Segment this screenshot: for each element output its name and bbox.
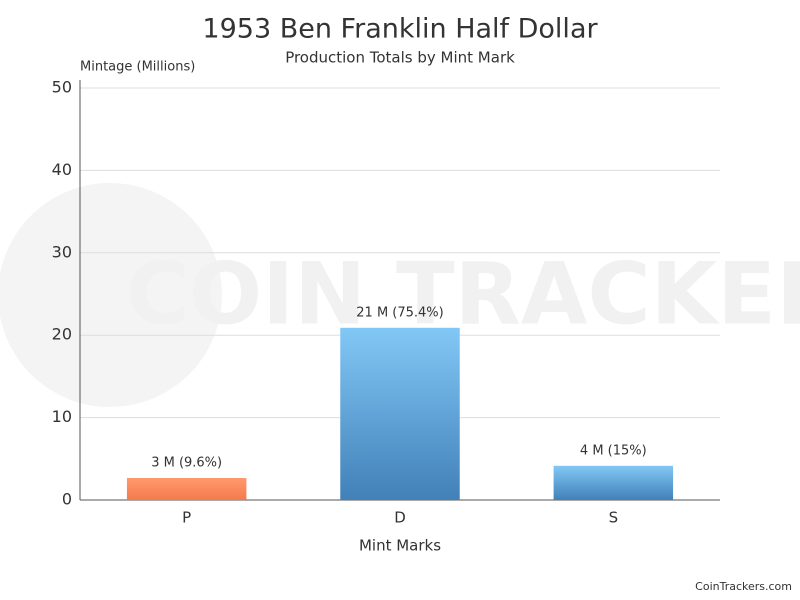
data-label: 4 M (15%) [580, 443, 647, 458]
y-tick-label: 20 [52, 325, 72, 344]
y-axis-label: Mintage (Millions) [80, 60, 195, 75]
x-tick-label: P [182, 509, 191, 527]
y-tick-label: 50 [52, 78, 72, 97]
bar [340, 328, 459, 500]
bar [554, 466, 673, 500]
x-axis-label: Mint Marks [359, 537, 441, 555]
bar [127, 478, 246, 500]
data-label: 3 M (9.6%) [151, 455, 222, 470]
y-tick-label: 0 [62, 490, 72, 509]
x-tick-label: D [394, 509, 406, 527]
y-tick-label: 30 [52, 242, 72, 261]
watermark: COIN TRACKERS [126, 244, 800, 344]
y-tick-label: 40 [52, 160, 72, 179]
credit: CoinTrackers.com [695, 580, 792, 593]
chart-title: 1953 Ben Franklin Half Dollar [202, 14, 598, 45]
y-tick-label: 10 [52, 407, 72, 426]
data-label: 21 M (75.4%) [356, 305, 443, 320]
chart-subtitle: Production Totals by Mint Mark [285, 49, 515, 67]
x-tick-label: S [609, 509, 619, 527]
